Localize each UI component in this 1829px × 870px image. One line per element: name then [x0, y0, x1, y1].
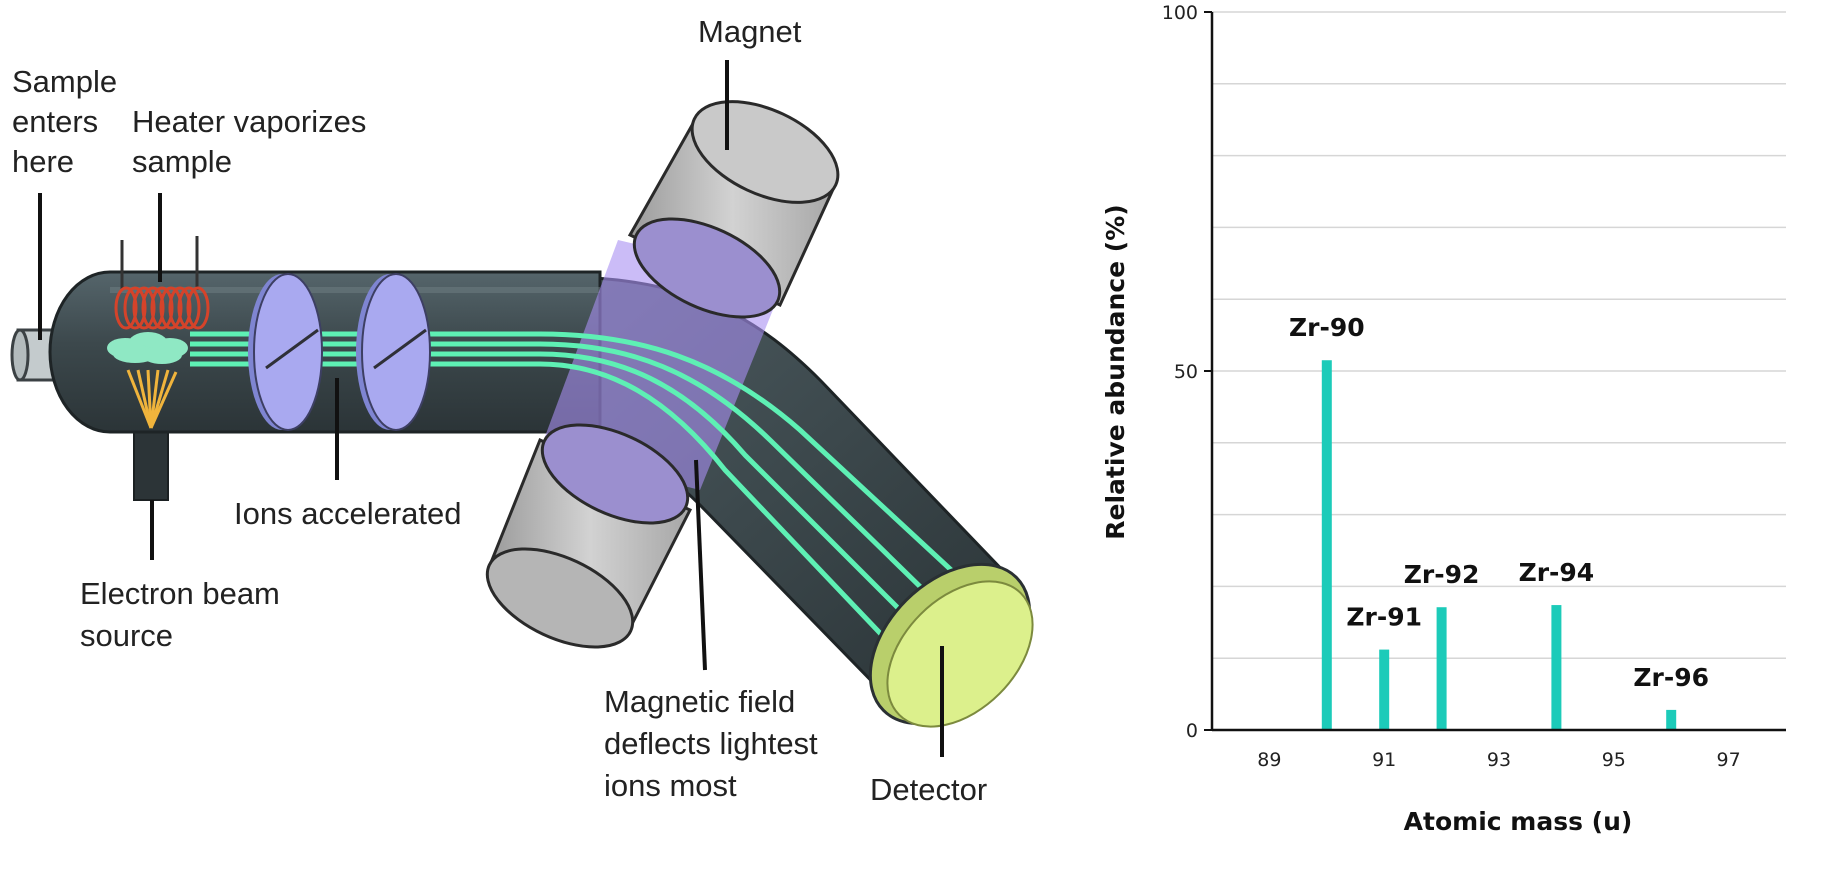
lower-magnet — [485, 423, 693, 649]
accelerator-plate-2 — [356, 273, 431, 431]
chart-bars — [1321, 360, 1677, 730]
bar-label-zr-90: Zr-90 — [1289, 313, 1365, 342]
bar-label-zr-94: Zr-94 — [1519, 558, 1595, 587]
bar-zr-91 — [1379, 649, 1390, 730]
leader-lines — [38, 60, 944, 757]
bar-zr-90 — [1321, 360, 1332, 730]
ions-accelerated-label: Ions accelerated — [234, 496, 461, 531]
y-tick-label: 0 — [1186, 720, 1198, 742]
y-tick-label: 100 — [1162, 2, 1198, 24]
x-tick-label: 95 — [1602, 749, 1626, 771]
magnet-label: Magnet — [698, 14, 802, 49]
x-tick-label: 93 — [1487, 749, 1511, 771]
x-tick-label: 97 — [1717, 749, 1741, 771]
y-axis-title: Relative abundance (%) — [1101, 204, 1130, 539]
y-tick-label: 50 — [1174, 361, 1198, 383]
x-tick-label: 89 — [1257, 749, 1281, 771]
accelerator-plate-1 — [248, 273, 323, 431]
electron-beam-label: Electron beam source — [80, 576, 289, 653]
electron-beam-source-box — [133, 429, 169, 501]
electron-beam-rays — [126, 369, 178, 429]
bar-zr-96 — [1666, 709, 1677, 730]
detector-label: Detector — [870, 772, 987, 807]
x-axis-tick-labels: 89 91 93 95 97 — [1257, 749, 1740, 771]
upper-magnet — [627, 100, 840, 319]
y-axis-tick-labels: 0 50 100 — [1162, 2, 1198, 742]
bar-zr-94 — [1551, 605, 1562, 730]
chart-axes — [1204, 11, 1786, 732]
x-tick-label: 91 — [1372, 749, 1396, 771]
chart-bar-labels: Zr-90 Zr-91 Zr-92 Zr-94 Zr-96 — [1289, 313, 1709, 692]
chart-gridlines — [1212, 11, 1786, 659]
ion-beams — [190, 331, 964, 654]
heater-coil — [114, 236, 210, 330]
bar-label-zr-92: Zr-92 — [1404, 560, 1480, 589]
sample-enters-label: Sample enters here — [12, 64, 126, 179]
x-axis-title: Atomic mass (u) — [1404, 807, 1633, 836]
heater-label: Heater vaporizes sample — [132, 104, 375, 179]
mass-spectrometer-diagram: Sample enters here Heater vaporizes samp… — [10, 14, 1034, 807]
bar-zr-92 — [1436, 607, 1447, 730]
bar-label-zr-91: Zr-91 — [1346, 603, 1422, 632]
bar-label-zr-96: Zr-96 — [1633, 663, 1709, 692]
vapor-cloud — [107, 332, 188, 364]
magnetic-field-label: Magnetic field deflects lightest ions mo… — [604, 684, 826, 803]
detector-plate — [868, 562, 1034, 728]
